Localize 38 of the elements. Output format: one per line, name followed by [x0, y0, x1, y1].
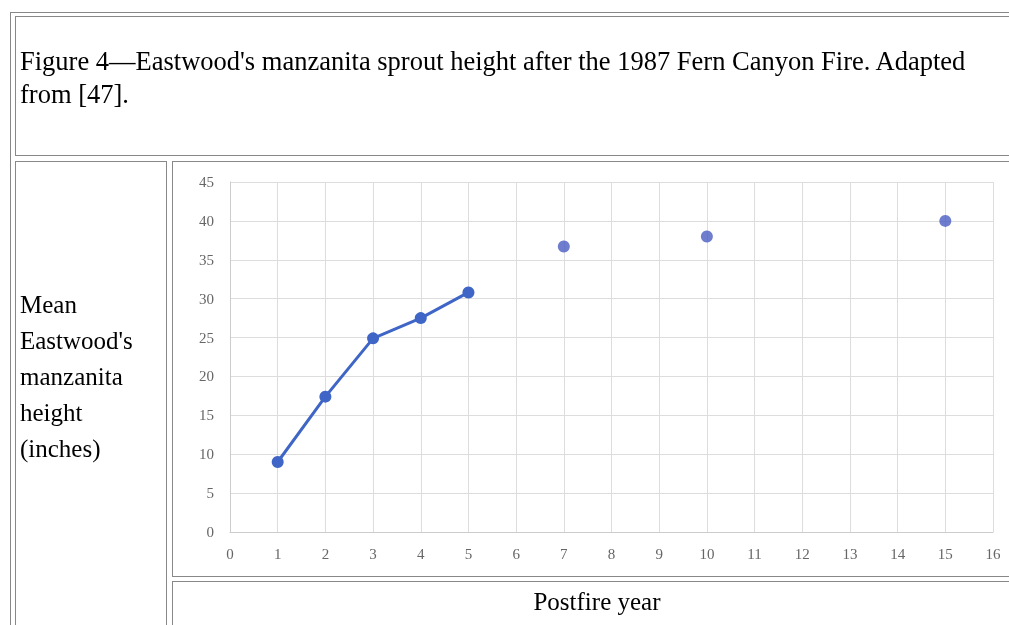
y-tick-label: 25	[199, 329, 214, 346]
x-tick-label: 16	[985, 545, 1001, 562]
x-tick-label: 3	[369, 545, 377, 562]
x-tick-label: 11	[747, 545, 762, 562]
x-tick-label: 5	[464, 545, 473, 562]
x-tick-label: 4	[417, 545, 425, 562]
point	[319, 390, 332, 403]
point	[700, 230, 713, 243]
point	[414, 312, 427, 325]
x-tick-label: 14	[890, 545, 906, 562]
y-tick-label: 0	[206, 524, 214, 540]
chart-title: Figure 4—Eastwood's manzanita sprout height after the 1987 Fern Canyon Fire. Adapted from [47].	[15, 16, 1009, 156]
x-tick-label: 13	[842, 545, 858, 562]
y-tick-label: 40	[199, 212, 214, 229]
x-tick-label: 0	[226, 545, 234, 562]
y-tick-label: 5	[206, 485, 214, 502]
x-tick-label: 10	[699, 545, 715, 562]
x-tick-label: 8	[607, 545, 616, 562]
y-tick-label: 35	[199, 251, 214, 268]
x-tick-label: 15	[937, 545, 953, 562]
x-tick-label: 1	[273, 545, 282, 562]
y-tick-label: 20	[199, 368, 214, 385]
y-tick-label: 45	[199, 174, 214, 190]
y-tick-label: 10	[199, 446, 214, 463]
x-tick-label: 9	[655, 545, 663, 562]
x-axis-title: Postfire year	[172, 581, 1009, 625]
x-tick-label: 2	[321, 545, 330, 562]
x-tick-label: 12	[794, 545, 810, 562]
point	[557, 240, 570, 253]
y-tick-label: 15	[199, 407, 214, 424]
y-axis-title: Mean Eastwood's manzanita height (inches)	[15, 161, 167, 625]
point	[367, 332, 380, 345]
point	[271, 456, 284, 468]
x-tick-label: 6	[512, 545, 521, 562]
y-tick-label: 30	[199, 290, 214, 307]
point	[462, 286, 475, 299]
x-tick-label: 7	[560, 545, 569, 562]
point	[939, 214, 952, 227]
